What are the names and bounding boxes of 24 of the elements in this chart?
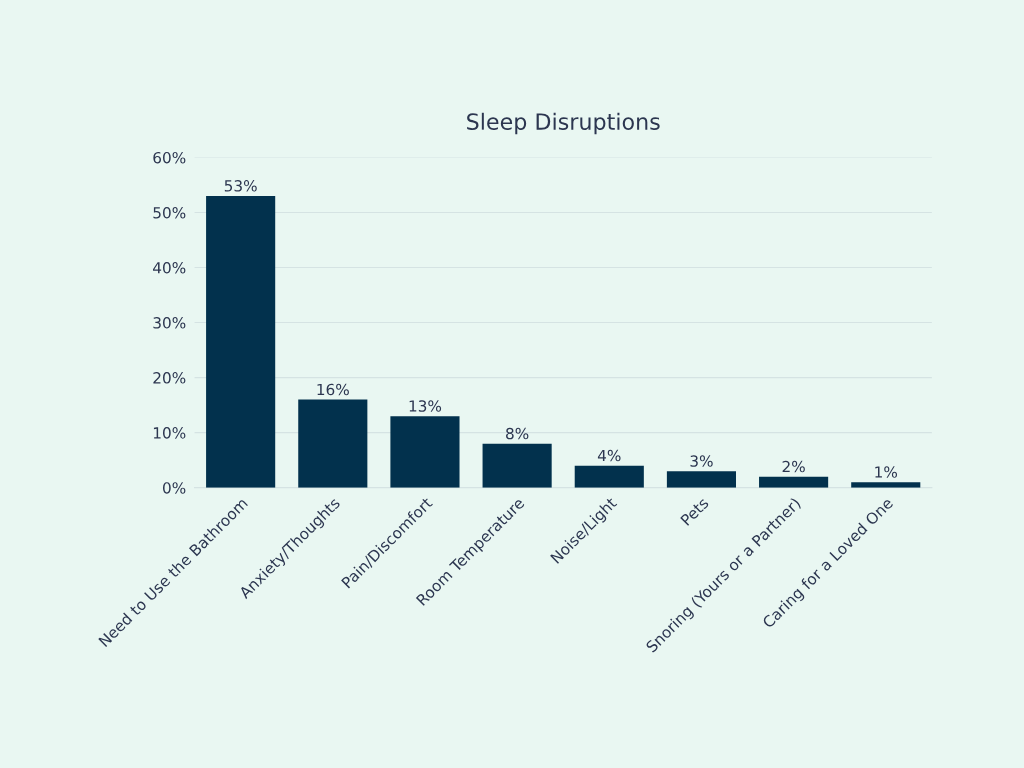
- chart-title: Sleep Disruptions: [467, 112, 660, 135]
- y-tick-label: 20%: [153, 372, 186, 384]
- bar: [298, 399, 368, 488]
- data-label: 53%: [224, 180, 257, 192]
- bar: [390, 416, 460, 488]
- data-label: 13%: [409, 400, 442, 412]
- data-label: 1%: [875, 466, 898, 478]
- y-tick-label: 0%: [163, 482, 186, 494]
- y-tick-label: 40%: [153, 261, 186, 274]
- bar: [482, 443, 552, 488]
- y-tick-label: 60%: [153, 151, 186, 164]
- data-label: 4%: [597, 449, 621, 462]
- bar: [759, 476, 829, 488]
- bar: [851, 482, 921, 488]
- bar: [666, 471, 736, 488]
- y-tick-label: 30%: [153, 317, 186, 329]
- data-label: 3%: [690, 455, 713, 467]
- bar: [206, 195, 276, 488]
- y-tick-label: 10%: [153, 427, 186, 439]
- data-label: 2%: [782, 460, 805, 473]
- y-tick-label: 50%: [153, 206, 186, 219]
- bar: [574, 465, 644, 488]
- data-label: 16%: [317, 383, 349, 396]
- data-label: 8%: [506, 427, 529, 440]
